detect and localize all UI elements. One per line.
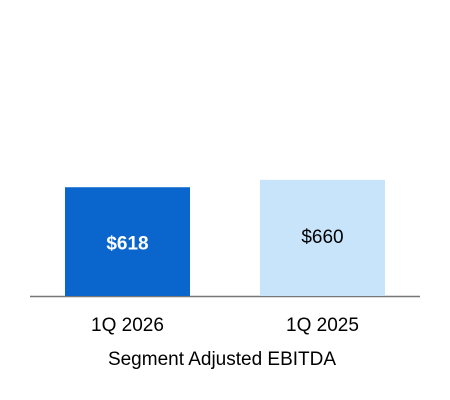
x-tick-label: 1Q 2025 [286,315,359,336]
x-tick-label: 1Q 2026 [91,315,164,336]
bar [65,187,190,296]
bar [260,179,385,296]
value-label: $660 [301,227,343,248]
x-axis-title: Segment Adjusted EBITDA [108,349,336,370]
value-label: $618 [106,234,148,255]
